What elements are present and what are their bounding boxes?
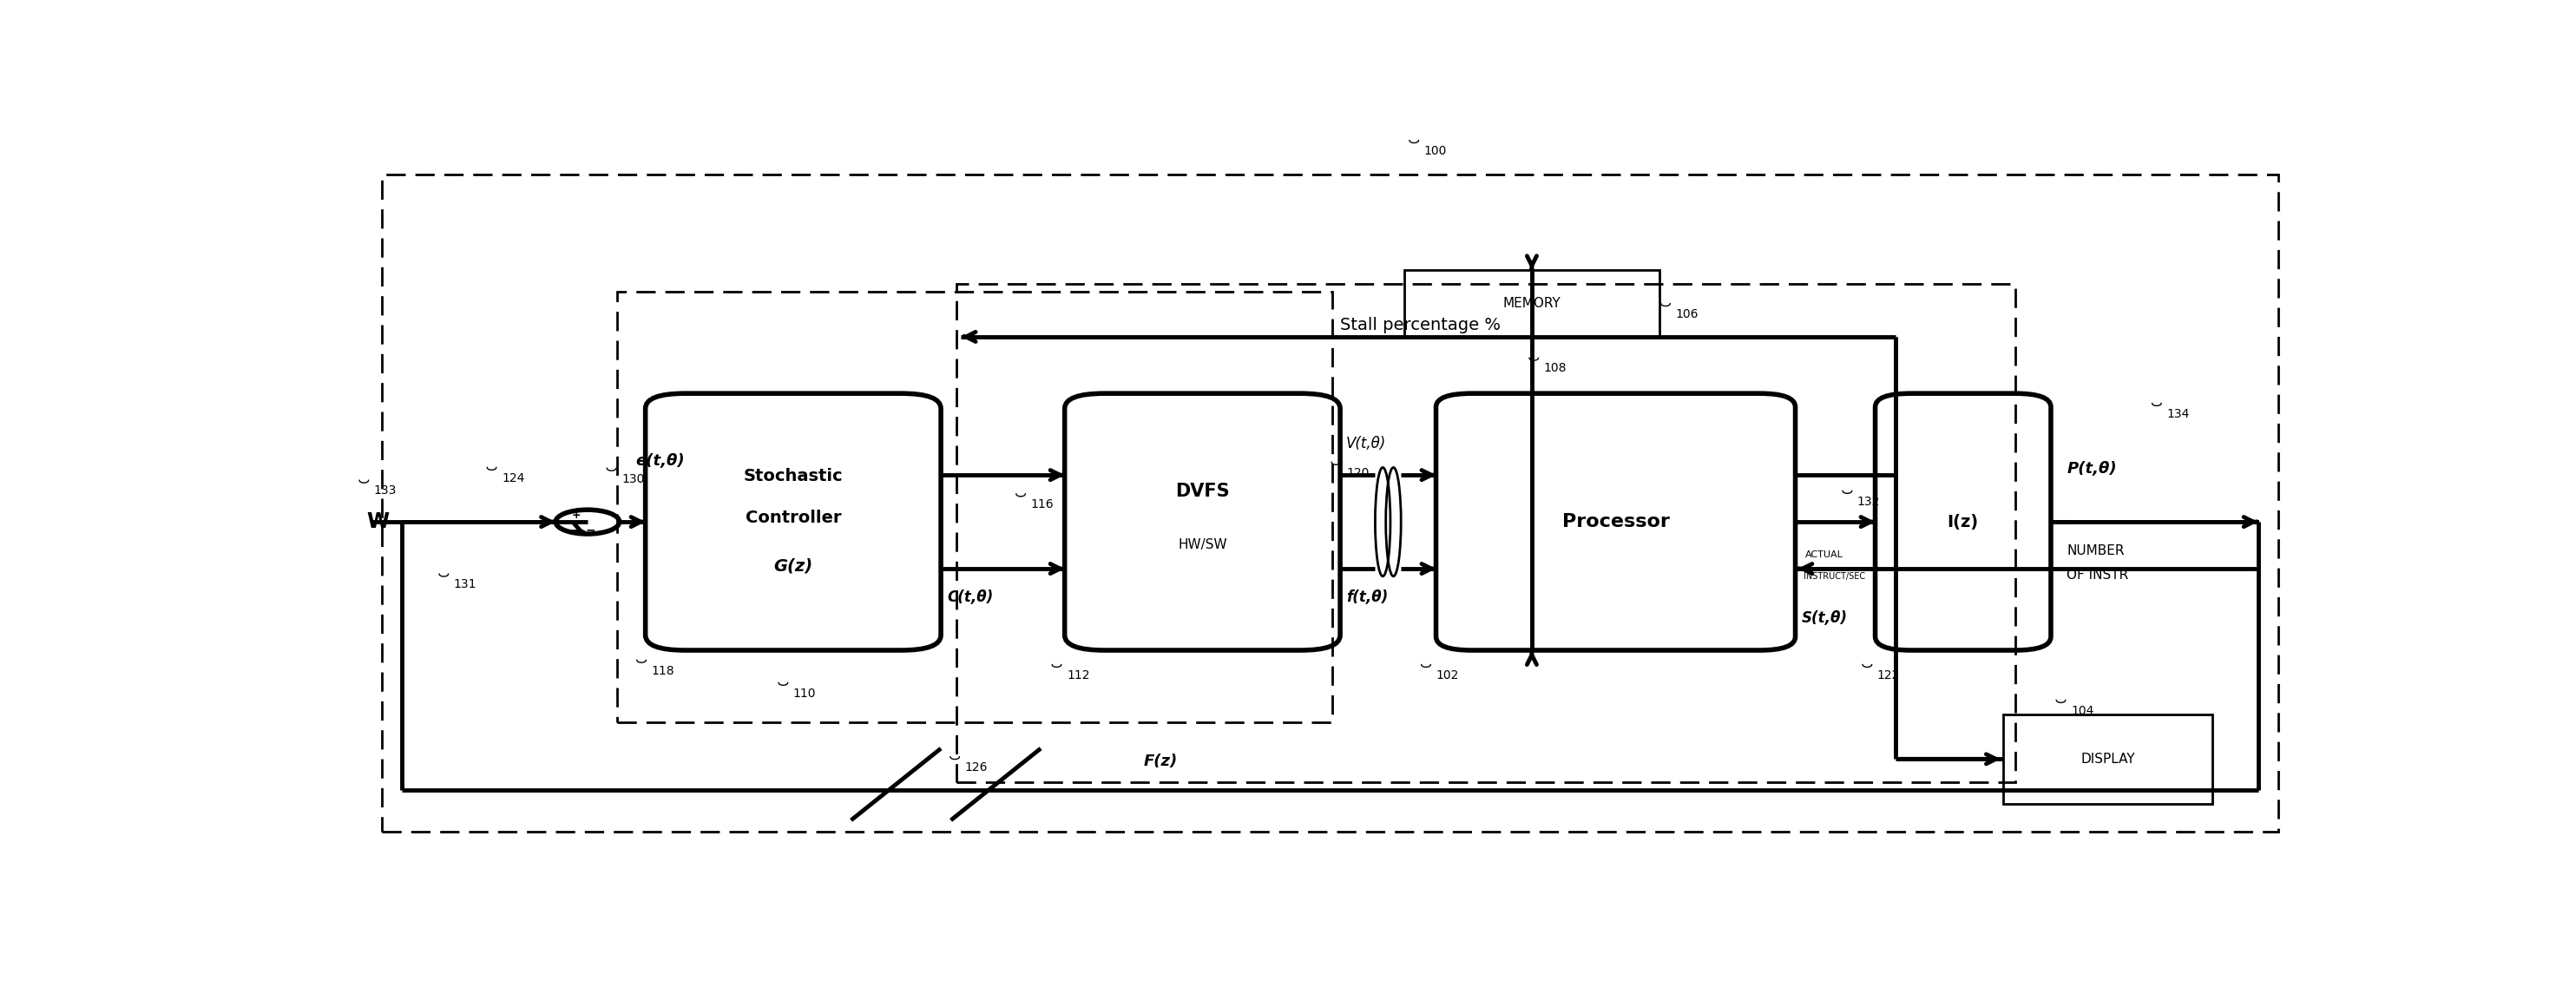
Text: 106: 106 (1674, 308, 1698, 320)
Text: DISPLAY: DISPLAY (2081, 752, 2136, 765)
Text: 108: 108 (1543, 362, 1566, 375)
Text: 133: 133 (374, 485, 397, 497)
Text: −: − (585, 524, 595, 536)
Text: I(z): I(z) (1947, 514, 1978, 530)
Text: MEMORY: MEMORY (1502, 297, 1561, 310)
Text: 118: 118 (652, 664, 675, 677)
Text: HW/SW: HW/SW (1177, 538, 1226, 551)
Text: 130: 130 (621, 473, 644, 485)
Text: 122: 122 (1878, 669, 1901, 681)
Text: Processor: Processor (1561, 513, 1669, 531)
Text: 112: 112 (1066, 669, 1090, 681)
Text: C(t,θ): C(t,θ) (948, 590, 994, 605)
Text: 102: 102 (1435, 669, 1458, 681)
Text: 132: 132 (1857, 495, 1880, 507)
Text: +: + (572, 509, 582, 521)
Text: S(t,θ): S(t,θ) (1801, 610, 1847, 626)
Text: W: W (366, 511, 389, 533)
Text: V(t,θ): V(t,θ) (1347, 436, 1386, 451)
Text: DVFS: DVFS (1175, 483, 1229, 500)
Text: 104: 104 (2071, 704, 2094, 717)
Text: ACTUAL: ACTUAL (1806, 550, 1844, 559)
Text: 110: 110 (793, 688, 817, 699)
Text: 131: 131 (453, 579, 477, 591)
Text: 126: 126 (966, 761, 987, 773)
Text: INSTRUCT/SEC: INSTRUCT/SEC (1803, 572, 1865, 581)
Text: Stochastic: Stochastic (744, 468, 842, 485)
Text: 116: 116 (1030, 498, 1054, 510)
Text: Stall percentage %: Stall percentage % (1340, 317, 1502, 334)
Text: G(z): G(z) (773, 557, 814, 574)
Text: 134: 134 (2166, 408, 2190, 420)
Text: Controller: Controller (744, 510, 842, 527)
Text: 120: 120 (1347, 467, 1368, 479)
Text: P(t,θ): P(t,θ) (2066, 461, 2117, 477)
Text: 100: 100 (1425, 145, 1448, 157)
Text: NUMBER: NUMBER (2066, 544, 2125, 557)
Text: f(t,θ): f(t,θ) (1347, 590, 1388, 605)
Text: F(z): F(z) (1144, 753, 1177, 769)
Text: e(t,θ): e(t,θ) (636, 453, 685, 469)
Text: 124: 124 (502, 472, 526, 484)
Text: OF INSTR: OF INSTR (2066, 568, 2128, 581)
